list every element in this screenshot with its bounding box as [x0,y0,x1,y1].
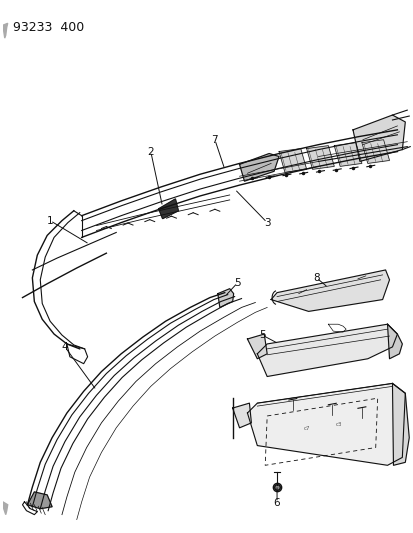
Polygon shape [271,270,389,311]
Polygon shape [278,149,306,172]
Text: 4: 4 [62,342,68,352]
Polygon shape [3,23,8,38]
Text: 1: 1 [47,216,53,225]
Text: 6: 6 [273,498,280,508]
Polygon shape [333,143,361,166]
Polygon shape [361,140,389,164]
Text: 7: 7 [211,135,218,145]
Text: 3: 3 [263,217,270,228]
Text: 5: 5 [234,278,240,288]
Polygon shape [328,324,345,332]
Polygon shape [257,324,396,376]
Polygon shape [306,146,333,169]
Polygon shape [239,154,278,181]
Polygon shape [247,383,404,465]
Polygon shape [158,199,178,219]
Text: c3: c3 [335,422,342,427]
Polygon shape [387,324,401,359]
Polygon shape [3,502,8,515]
Polygon shape [217,289,233,308]
Polygon shape [247,334,266,359]
Text: 93233  400: 93233 400 [13,21,84,34]
Polygon shape [352,115,404,161]
Text: 2: 2 [147,147,154,157]
Text: 5: 5 [258,330,265,340]
Text: c7: c7 [303,426,309,431]
Polygon shape [27,492,52,508]
Polygon shape [392,383,408,465]
Text: 8: 8 [313,273,319,283]
Polygon shape [232,403,251,428]
